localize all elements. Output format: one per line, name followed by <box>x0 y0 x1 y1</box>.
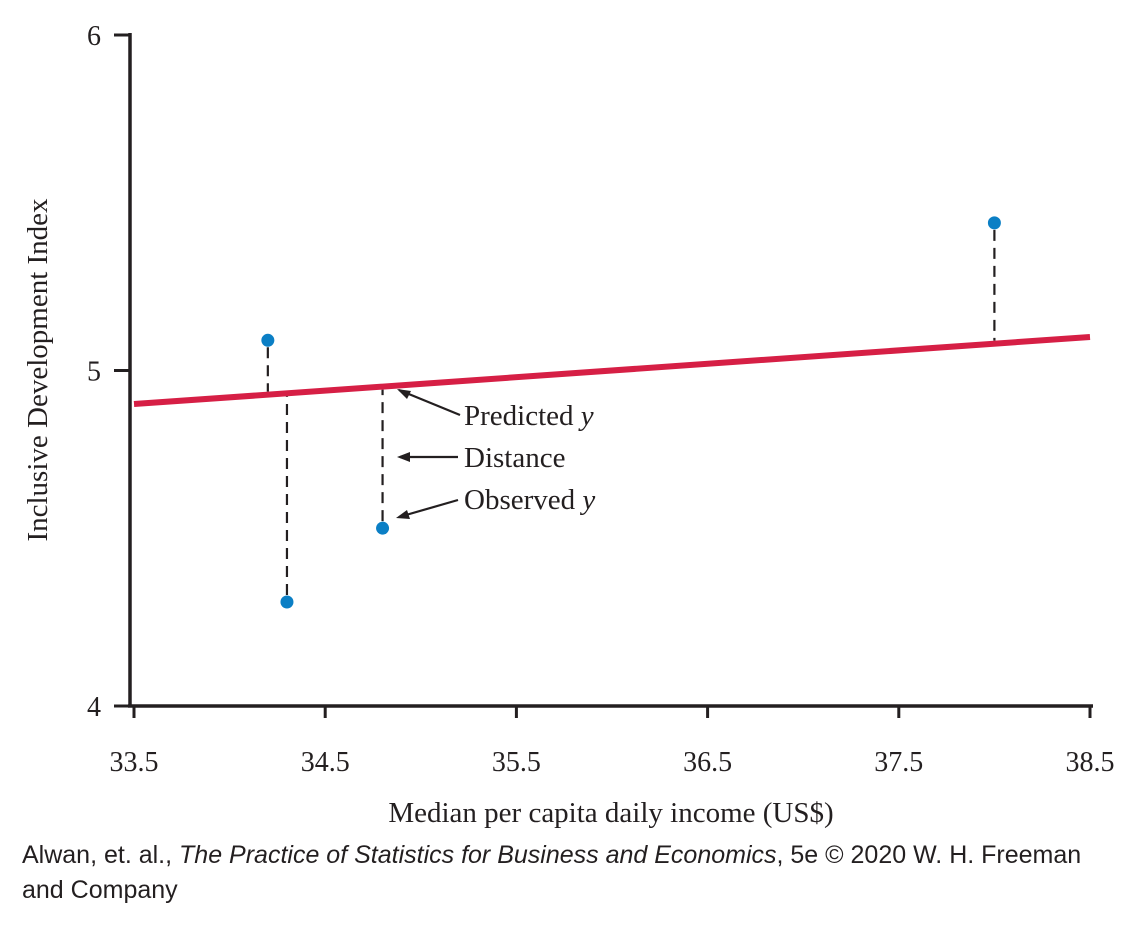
data-points <box>261 216 1001 609</box>
x-axis-title: Median per capita daily income (US$) <box>388 797 833 829</box>
distance-arrow-head <box>397 452 410 462</box>
x-tick-label: 37.5 <box>874 747 923 778</box>
data-point <box>987 216 1001 230</box>
y-tick-label: 5 <box>87 357 101 388</box>
x-tick-label: 35.5 <box>492 747 541 778</box>
x-tick-label: 34.5 <box>301 747 350 778</box>
y-tick-label: 4 <box>87 692 101 723</box>
x-tick-label: 36.5 <box>683 747 732 778</box>
annotation-distance: Distance <box>464 442 565 474</box>
y-axis-title: Inclusive Development Index <box>22 198 54 542</box>
axis-ticks: 33.5 34.5 35.5 36.5 37.5 38.5 4 5 6 <box>87 21 1115 778</box>
annotation-predicted: Predicted y <box>464 400 594 432</box>
annotation-observed: Observed y <box>464 484 595 516</box>
data-point <box>261 333 275 347</box>
observed-arrow-line <box>398 498 459 519</box>
data-point <box>376 521 390 535</box>
data-point <box>280 595 294 609</box>
residual-lines <box>266 229 996 595</box>
observed-arrow-head <box>396 510 410 519</box>
x-tick-label: 38.5 <box>1066 747 1115 778</box>
y-tick-label: 6 <box>87 21 101 52</box>
predicted-arrow-head <box>397 389 411 399</box>
annotation-arrows <box>396 388 461 519</box>
regression-line <box>133 333 1091 408</box>
x-tick-label: 33.5 <box>110 747 159 778</box>
source-credit: Alwan, et. al., The Practice of Statisti… <box>22 841 1082 904</box>
